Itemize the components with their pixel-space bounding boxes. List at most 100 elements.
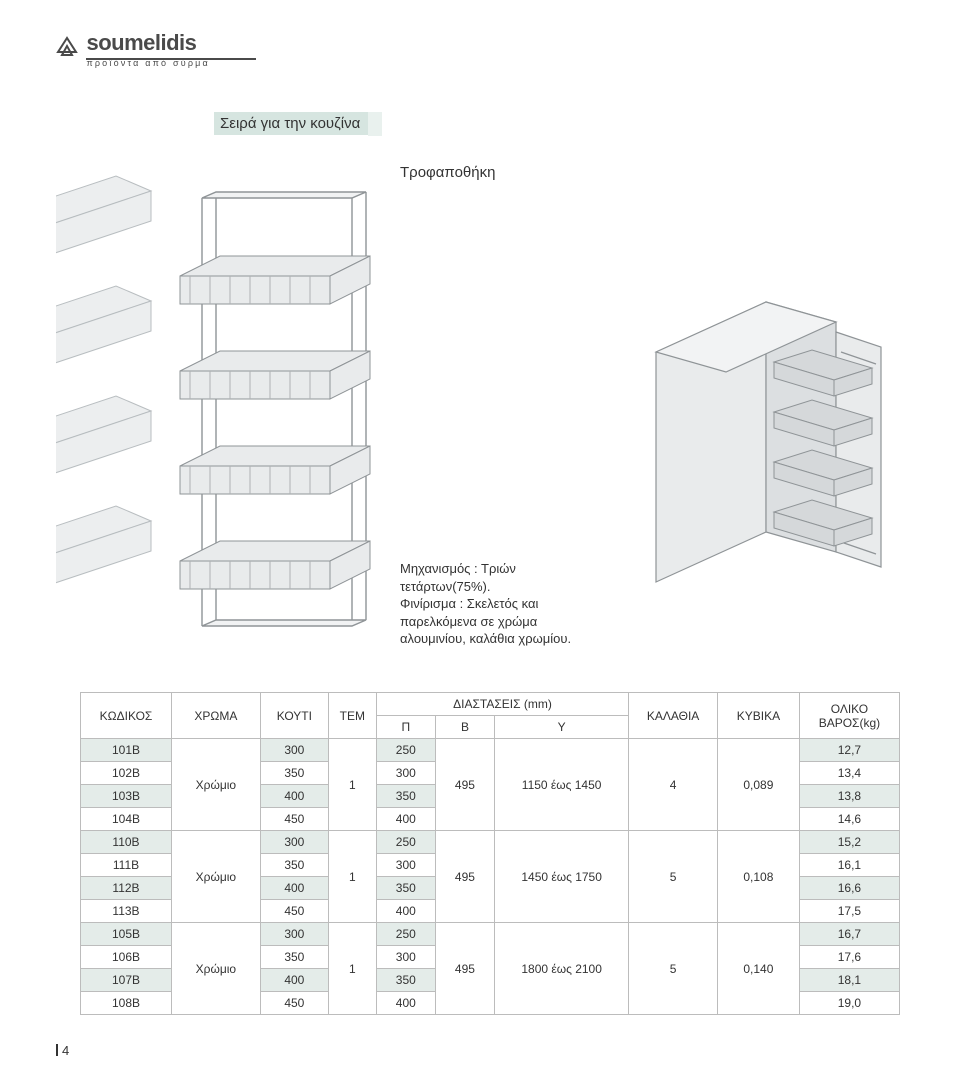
cell-code: 105B (81, 923, 172, 946)
th-tem: ΤΕΜ (328, 693, 376, 739)
cell-p: 250 (376, 739, 435, 762)
cell-kyb: 0,108 (717, 831, 799, 923)
cell-p: 250 (376, 831, 435, 854)
cell-kal: 5 (629, 923, 718, 1015)
cell-tem: 1 (328, 923, 376, 1015)
cell-code: 106B (81, 946, 172, 969)
cell-color: Χρώμιο (172, 831, 261, 923)
cell-kouti: 450 (260, 900, 328, 923)
page-number-bar-icon (56, 1044, 58, 1056)
cell-kouti: 400 (260, 877, 328, 900)
cell-kouti: 300 (260, 739, 328, 762)
desc-line: τετάρτων(75%). (400, 578, 620, 596)
cell-kouti: 300 (260, 923, 328, 946)
cell-p: 350 (376, 785, 435, 808)
cell-p: 300 (376, 946, 435, 969)
table-row: 105B Χρώμιο 300 1 250 495 1800 έως 2100 … (81, 923, 900, 946)
cell-kyb: 0,140 (717, 923, 799, 1015)
desc-line: αλουμινίου, καλάθια χρωμίου. (400, 630, 620, 648)
table-row: 101B Χρώμιο 300 1 250 495 1150 έως 1450 … (81, 739, 900, 762)
cell-kouti: 350 (260, 762, 328, 785)
th-y: Υ (495, 716, 629, 739)
cell-kal: 5 (629, 831, 718, 923)
product-description: Μηχανισμός : Τριών τετάρτων(75%). Φινίρι… (400, 560, 620, 648)
cell-tem: 1 (328, 739, 376, 831)
cell-code: 103B (81, 785, 172, 808)
cell-p: 400 (376, 900, 435, 923)
th-kalathia: ΚΑΛΑΘΙΑ (629, 693, 718, 739)
cell-bar: 13,8 (799, 785, 899, 808)
cell-b: 495 (435, 831, 494, 923)
cell-bar: 15,2 (799, 831, 899, 854)
cell-bar: 13,4 (799, 762, 899, 785)
cell-y: 1450 έως 1750 (495, 831, 629, 923)
cell-kouti: 350 (260, 854, 328, 877)
cell-p: 400 (376, 992, 435, 1015)
cell-bar: 16,7 (799, 923, 899, 946)
desc-line: παρελκόμενα σε χρώμα (400, 613, 620, 631)
cell-bar: 18,1 (799, 969, 899, 992)
cell-code: 101B (81, 739, 172, 762)
desc-line: Φινίρισμα : Σκελετός και (400, 595, 620, 613)
cell-p: 300 (376, 762, 435, 785)
page-number: 4 (56, 1043, 69, 1058)
cell-kouti: 400 (260, 785, 328, 808)
product-title: Τροφαποθήκη (400, 164, 495, 181)
cell-bar: 14,6 (799, 808, 899, 831)
logo-tagline: προϊόντα από σύρμα (86, 58, 256, 68)
cell-b: 495 (435, 739, 494, 831)
cell-code: 113B (81, 900, 172, 923)
logo-brand-text: soumelidis (86, 30, 256, 56)
cell-color: Χρώμιο (172, 923, 261, 1015)
th-baros: ΟΛΙΚΟ ΒΑΡΟΣ(kg) (799, 693, 899, 739)
th-b: Β (435, 716, 494, 739)
th-code: ΚΩΔΙΚΟΣ (81, 693, 172, 739)
cell-kouti: 350 (260, 946, 328, 969)
cell-p: 400 (376, 808, 435, 831)
cell-code: 102B (81, 762, 172, 785)
cell-code: 108B (81, 992, 172, 1015)
cell-kouti: 450 (260, 808, 328, 831)
cell-color: Χρώμιο (172, 739, 261, 831)
cell-code: 110B (81, 831, 172, 854)
cell-kouti: 300 (260, 831, 328, 854)
logo-mark-icon (56, 36, 78, 63)
cell-p: 350 (376, 877, 435, 900)
cell-code: 112B (81, 877, 172, 900)
brand-logo: soumelidis προϊόντα από σύρμα (56, 30, 256, 68)
cell-b: 495 (435, 923, 494, 1015)
th-p: Π (376, 716, 435, 739)
desc-line: Μηχανισμός : Τριών (400, 560, 620, 578)
cell-p: 300 (376, 854, 435, 877)
cell-bar: 16,1 (799, 854, 899, 877)
cell-kal: 4 (629, 739, 718, 831)
product-illustration-cabinet (636, 292, 896, 592)
cell-tem: 1 (328, 831, 376, 923)
cell-bar: 19,0 (799, 992, 899, 1015)
cell-p: 350 (376, 969, 435, 992)
cell-y: 1800 έως 2100 (495, 923, 629, 1015)
cell-kouti: 400 (260, 969, 328, 992)
table-row: 110B Χρώμιο 300 1 250 495 1450 έως 1750 … (81, 831, 900, 854)
cell-code: 107B (81, 969, 172, 992)
cell-p: 250 (376, 923, 435, 946)
cell-y: 1150 έως 1450 (495, 739, 629, 831)
th-kybika: ΚΥΒΙΚΑ (717, 693, 799, 739)
product-illustration-partial (56, 166, 156, 656)
spec-table: ΚΩΔΙΚΟΣ ΧΡΩΜΑ ΚΟΥΤΙ ΤΕΜ ΔΙΑΣΤΑΣΕΙΣ (mm) … (80, 692, 900, 1015)
cell-code: 104B (81, 808, 172, 831)
cell-bar: 17,6 (799, 946, 899, 969)
th-dims: ΔΙΑΣΤΑΣΕΙΣ (mm) (376, 693, 629, 716)
category-label: Σειρά για την κουζίνα (214, 112, 370, 135)
cell-bar: 12,7 (799, 739, 899, 762)
cell-code: 111B (81, 854, 172, 877)
category-accent (368, 112, 382, 136)
cell-bar: 17,5 (799, 900, 899, 923)
product-illustration-main (170, 186, 400, 646)
cell-kouti: 450 (260, 992, 328, 1015)
page-number-value: 4 (62, 1043, 69, 1058)
th-kouti: ΚΟΥΤΙ (260, 693, 328, 739)
th-color: ΧΡΩΜΑ (172, 693, 261, 739)
cell-kyb: 0,089 (717, 739, 799, 831)
cell-bar: 16,6 (799, 877, 899, 900)
